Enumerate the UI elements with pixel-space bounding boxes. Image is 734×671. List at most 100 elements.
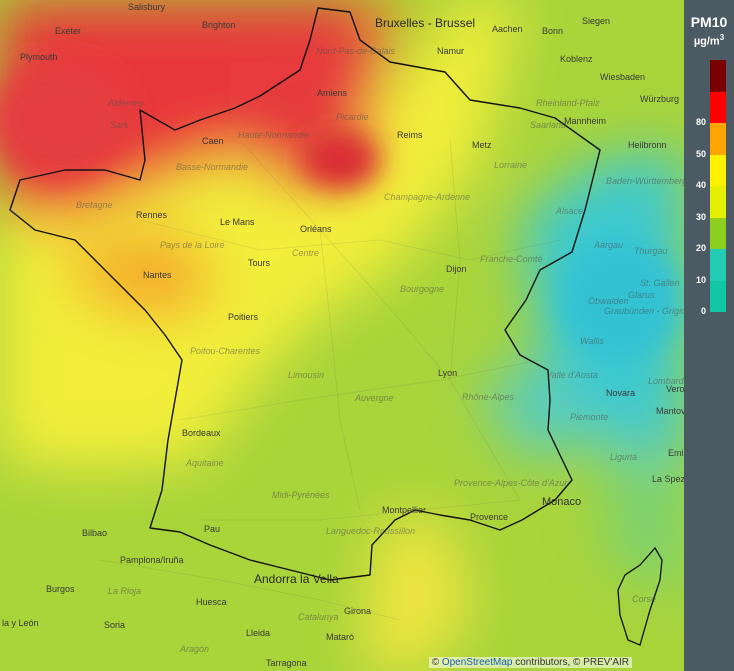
city-pamplona: Pamplona/Iruña [120,555,184,565]
legend-swatch [710,60,726,92]
city-lleida: Lleida [246,628,271,638]
region-label: Thurgau [634,246,668,256]
city-monaco: Monaco [542,496,582,508]
region-label: Lombardia [648,376,684,386]
legend-tick-label: 0 [700,306,706,316]
city-lyon: Lyon [438,368,458,378]
city-bonn: Bonn [542,26,564,36]
city-rennes: Rennes [136,210,168,220]
region-label: Aquitaine [186,458,224,468]
region-label: Valle d'Aosta [546,370,598,380]
legend-tick-label: 80 [695,117,706,127]
region-label: Languedoc-Roussillon [326,526,416,536]
region-label: Corse [632,594,657,604]
legend-tick-label: 30 [695,211,706,222]
legend-swatch [710,280,726,312]
region-label: Pays de la Loire [160,240,225,250]
legend-unit: µg/m3 [684,33,734,48]
region-label: Aragón [180,644,210,654]
city-poitiers: Poitiers [228,312,259,322]
city-aachen: Aachen [492,24,523,34]
legend-swatch [710,186,726,218]
region-label: Piemonte [570,412,609,422]
region-label: Centre [292,248,320,258]
city-metz: Metz [472,140,492,150]
region-label: Sark [110,120,129,130]
city-heilbronn: Heilbronn [628,140,667,150]
region-label: Limousin [288,370,325,380]
city-koblenz: Koblenz [560,54,593,64]
city-lemans: Le Mans [220,217,255,227]
region-label: La Rioja [108,586,142,596]
region-label: Midi-Pyrénées [272,490,330,500]
city-wurzburg: Würzburg [640,94,680,104]
region-label: Bourgogne [400,284,445,294]
legend-swatch [710,154,726,186]
region-label: Poitou-Charentes [190,346,261,356]
legend-tick-label: 50 [695,148,706,159]
city-orleans: Orléans [300,224,332,234]
legend-tick-label: 20 [695,243,706,253]
region-label: Wallis [580,336,604,346]
region-label: St. Gallen [640,278,680,288]
city-mataro: Mataró [326,632,355,642]
legend-swatch [710,249,726,281]
city-laspezia: La Spezia [652,474,684,484]
city-mannheim: Mannheim [564,116,607,126]
region-label: Graubünden - Grigion [604,306,684,316]
city-namur: Namur [437,46,465,56]
openstreetmap-link[interactable]: OpenStreetMap [441,657,513,668]
city-salisbury: Salisbury [128,2,166,12]
region-label: Lorraine [494,160,528,170]
region-label: Glarus [628,290,655,300]
city-caen: Caen [202,136,224,146]
city-soria: Soria [104,620,126,630]
city-bordeaux: Bordeaux [182,428,221,438]
copyright-symbol: © [431,657,440,668]
city-emilia: Emilia-Ro [668,448,684,458]
region-label: Rhône-Alpes [462,392,515,402]
region-label: Provence-Alpes-Côte d'Azur [454,478,568,488]
city-provence: Provence [470,512,509,522]
legend-swatch [710,91,726,123]
region-label: Aargau [594,240,624,250]
region-label: Rheinland-Pfalz [536,98,600,108]
city-montpellier: Montpellier [382,505,427,515]
city-verona: Vero [666,384,684,394]
city-dijon: Dijon [446,264,467,274]
legend-swatch [710,217,726,249]
city-huesca: Huesca [196,597,227,607]
region-label: Basse-Normandie [176,162,249,172]
region-label: Haute-Normandie [238,130,310,140]
region-label: Auvergne [355,393,394,403]
city-exeter: Exeter [55,26,82,36]
city-novara: Novara [606,388,636,398]
legend-tick-label: 40 [695,180,706,190]
region-label: Saarland [530,120,567,130]
region-label: Catalunya [298,612,339,622]
city-siegen: Siegen [582,16,611,26]
city-bruxelles: Bruxelles - Brussel [375,16,476,30]
region-label: Liguria [610,452,638,462]
legend-swatch [710,123,726,155]
legend-unit-sup: 3 [719,33,725,42]
city-burgos: Burgos [46,584,75,594]
city-andorra: Andorra la Vella [254,572,339,586]
region-label: Alderney [108,98,144,108]
city-reims: Reims [397,130,423,140]
region-label: Obwalden [588,296,629,306]
city-girona: Girona [344,606,372,616]
city-pau: Pau [204,524,221,534]
region-label: Franche-Comté [480,254,543,264]
region-label: Alsace [556,206,584,216]
city-bilbao: Bilbao [82,528,108,538]
attribution-text: contributors, © PREV'AIR [515,657,629,668]
region-label: Baden-Württemberg [606,176,684,186]
pm10-legend: PM10 µg/m3 0 10 20 30 40 50 80 [684,0,734,671]
city-amiens: Amiens [317,88,348,98]
city-leon: la y León [2,618,39,628]
legend-tick-label: 10 [695,274,706,285]
pollution-map[interactable]: Salisbury Exeter Plymouth Brighton Bruxe… [0,0,684,671]
region-label: Champagne-Ardenne [384,192,471,202]
city-tarragona: Tarragona [266,658,307,668]
